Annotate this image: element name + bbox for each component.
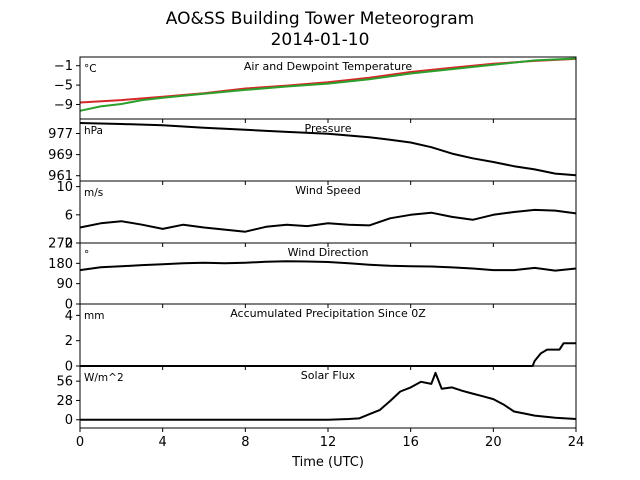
y-tick-label: 2 [65,237,73,252]
x-tick-label: 24 [568,435,585,450]
y-tick-label: 0 [65,360,73,375]
y-tick-label: 270 [48,237,73,252]
x-tick-label: 4 [159,435,167,450]
y-tick-label: −1 [54,59,73,74]
panel-6: 0 28 56 0 4 8 12 16 20 24 Solar Flux W/m^2 [56,365,585,450]
y-tick-label: 977 [48,127,73,142]
y-tick-label: 961 [48,169,73,184]
series-line-6-1 [80,371,577,421]
series-line-1-2 [79,57,577,112]
series-line-2-1 [79,122,577,177]
y-tick-label: −5 [54,79,73,94]
y-tick-label: 969 [48,148,73,163]
panels-group: −9−5−1 Air and Dewpoint Temperature°C9619… [48,56,585,450]
x-tick-label: 0 [76,435,84,450]
series-line-4-1 [79,260,577,272]
panel-title: Solar Flux [301,369,356,382]
series-line-5-1 [80,342,576,367]
y-tick-label: 0 [65,413,73,428]
y-tick-label: 56 [56,375,73,390]
unit-label: °C [84,63,97,75]
y-tick-label: 0 [65,298,73,313]
y-tick-label: 180 [48,257,73,272]
unit-label: mm [84,310,104,322]
unit-label: hPa [84,125,103,137]
y-tick-label: 28 [56,394,73,409]
x-tick-label: 20 [485,435,502,450]
y-tick-label: 4 [65,309,73,324]
y-tick-label: −9 [54,98,73,113]
y-tick-label: 90 [56,277,73,292]
y-tick-label: 10 [56,180,73,195]
panel-title: Accumulated Precipitation Since 0Z [230,307,426,320]
panel-title: Wind Direction [288,246,369,259]
panel-2: 961 969 977 Pressure hPa [48,118,577,185]
figure-subtitle: 2014-01-10 [271,30,370,50]
panel-1: −9 −5 −1 Air and Dewpoint Temperature °C [54,56,577,123]
figure-title: AO&SS Building Tower Meteorogram [166,9,474,29]
panel-5: 0 2 4 Accumulated Precipitation Since 0Z mm [65,303,577,375]
x-axis-label: Time (UTC) [291,455,364,470]
unit-label: m/s [84,187,103,199]
panel-4: 0 90 180 270 Wind Direction ° [48,237,577,313]
unit-label: W/m^2 [84,372,124,384]
series-line-3-1 [79,208,577,233]
panel-title: Air and Dewpoint Temperature [244,60,412,73]
x-tick-label: 16 [402,435,419,450]
panel-title: Wind Speed [295,184,361,197]
x-tick-label: 12 [320,435,337,450]
x-tick-label: 8 [241,435,249,450]
panel-3: 2 6 10 Wind Speed m/s [56,180,577,252]
unit-label: ° [84,249,89,261]
panel-title: Pressure [305,122,352,135]
y-tick-label: 2 [65,334,73,349]
y-tick-label: 6 [65,208,73,223]
